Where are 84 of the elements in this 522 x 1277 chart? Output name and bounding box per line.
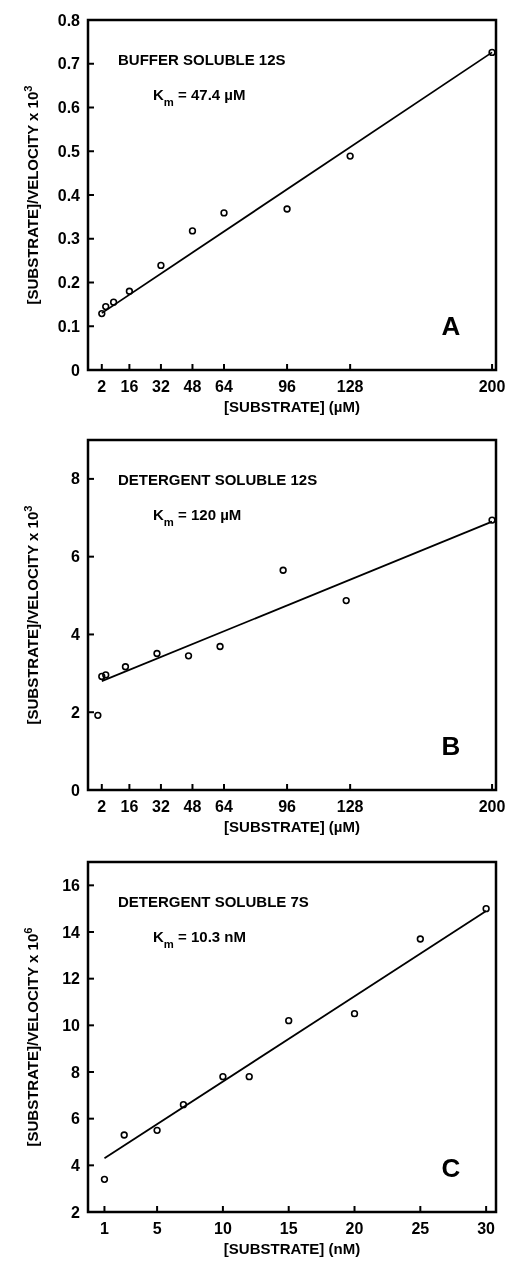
y-tick-label: 4 xyxy=(71,1156,81,1174)
y-tick-label: 0.2 xyxy=(57,274,81,292)
x-tick-label: 2 xyxy=(97,798,107,815)
point xyxy=(121,663,130,671)
y-tick-label: 4 xyxy=(71,626,81,644)
x-tick-label: 16 xyxy=(120,378,139,395)
x-tick-label: 20 xyxy=(345,1220,364,1237)
x-tick-label: 1 xyxy=(100,1220,109,1237)
x-axis-title: [SUBSTRATE] (nM) xyxy=(223,1240,361,1257)
y-tick-label: 8 xyxy=(71,1063,81,1081)
y-tick-label: 16 xyxy=(62,876,81,894)
y-tick-label: 0 xyxy=(71,781,81,799)
point xyxy=(416,935,424,943)
x-axis-title: [SUBSTRATE] (µM) xyxy=(224,818,360,835)
point xyxy=(120,1131,128,1139)
y-tick-label: 2 xyxy=(71,703,81,721)
point xyxy=(220,209,228,217)
x-tick-label: 32 xyxy=(152,798,170,815)
x-tick-label: 16 xyxy=(120,798,139,815)
point xyxy=(482,905,490,913)
y-tick-label: 10 xyxy=(62,1016,81,1034)
x-tick-label: 200 xyxy=(478,378,506,395)
y-tick-label: 6 xyxy=(71,1110,81,1128)
x-tick-label: 32 xyxy=(152,378,170,395)
point xyxy=(350,1010,359,1018)
point xyxy=(285,1017,293,1025)
y-tick-label: 0.6 xyxy=(57,99,81,117)
point xyxy=(184,652,193,660)
x-axis-title: [SUBSTRATE] (µM) xyxy=(224,398,360,415)
y-tick-label: 0.1 xyxy=(57,317,81,335)
point xyxy=(216,642,224,651)
point xyxy=(98,672,106,681)
point xyxy=(219,1073,227,1081)
point xyxy=(157,261,165,270)
annotation: K$_{m}$ = 120 µM xyxy=(153,506,242,528)
annotation: B xyxy=(441,731,461,761)
y-tick-label: 0.4 xyxy=(57,186,81,204)
y-tick-label: 6 xyxy=(71,548,81,566)
point xyxy=(279,566,287,574)
y-tick-label: 0.7 xyxy=(57,55,81,73)
x-tick-label: 64 xyxy=(215,798,233,815)
point xyxy=(188,227,197,235)
x-tick-label: 128 xyxy=(336,798,364,815)
annotation: K$_{m}$ = 10.3 nM xyxy=(153,928,246,950)
point xyxy=(102,671,110,679)
y-tick-label: 0.3 xyxy=(57,230,81,248)
annotation: BUFFER SOLUBLE 12S xyxy=(118,51,286,68)
x-tick-label: 10 xyxy=(214,1220,232,1237)
point xyxy=(125,287,134,295)
x-tick-label: 25 xyxy=(411,1220,430,1237)
x-tick-label: 200 xyxy=(478,798,506,815)
point xyxy=(94,711,102,719)
y-tick-label: 0.8 xyxy=(57,11,81,29)
x-tick-label: 64 xyxy=(215,378,233,395)
y-tick-label: 0.5 xyxy=(57,142,81,160)
x-tick-label: 2 xyxy=(97,378,107,395)
annotation: K$_{m}$ = 47.4 µM xyxy=(153,86,246,108)
x-tick-label: 15 xyxy=(279,1220,298,1237)
point xyxy=(153,1126,161,1134)
point xyxy=(342,596,350,605)
y-tick-label: 12 xyxy=(62,970,81,988)
y-tick-label: 14 xyxy=(62,923,81,941)
annotation: DETERGENT SOLUBLE 12S xyxy=(118,471,318,488)
x-tick-label: 5 xyxy=(152,1220,162,1237)
x-tick-label: 48 xyxy=(183,798,202,815)
point xyxy=(283,205,291,213)
point xyxy=(179,1101,188,1109)
y-tick-label: 8 xyxy=(71,470,81,488)
y-tick-label: 2 xyxy=(71,1203,81,1221)
x-tick-label: 48 xyxy=(183,378,202,395)
point xyxy=(102,302,110,311)
point xyxy=(109,298,118,306)
point xyxy=(153,649,161,658)
point xyxy=(346,152,354,160)
annotation: C xyxy=(441,1153,461,1183)
annotation: DETERGENT SOLUBLE 7S xyxy=(118,893,309,910)
point xyxy=(245,1073,253,1081)
annotation: A xyxy=(441,311,461,341)
x-tick-label: 96 xyxy=(278,378,297,395)
x-tick-label: 96 xyxy=(278,798,297,815)
x-tick-label: 128 xyxy=(336,378,364,395)
point xyxy=(100,1175,109,1183)
y-tick-label: 0 xyxy=(71,361,81,379)
x-tick-label: 30 xyxy=(477,1220,496,1237)
